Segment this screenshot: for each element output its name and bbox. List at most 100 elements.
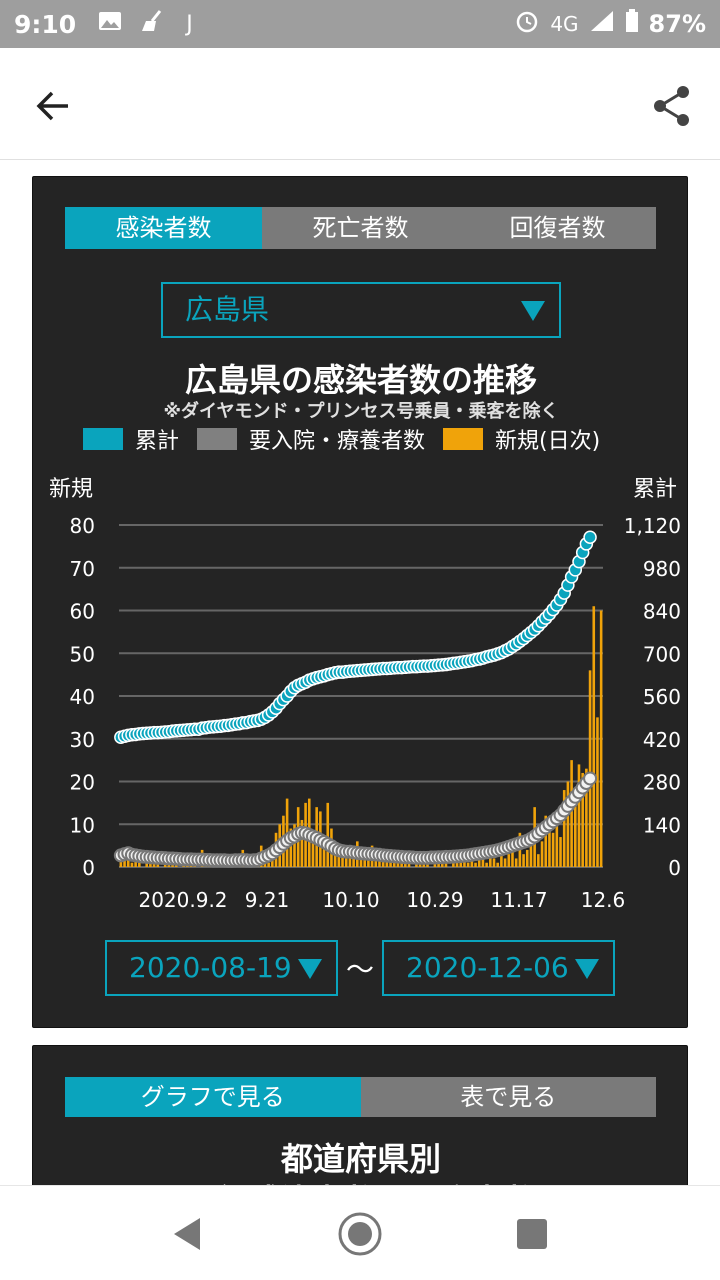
left-tick-label: 30 bbox=[70, 728, 95, 752]
chart-subtitle: ※ダイヤモンド・プリンセス号乗員・乗客を除く bbox=[163, 401, 559, 422]
daily-bar bbox=[581, 772, 584, 867]
dropdown-triangle-icon bbox=[521, 301, 545, 321]
daily-bar bbox=[540, 841, 544, 867]
share-icon[interactable] bbox=[650, 84, 694, 128]
daily-bar bbox=[570, 760, 573, 867]
left-tick-label: 20 bbox=[70, 771, 95, 795]
left-axis-title: 新規 bbox=[49, 477, 94, 502]
tab-deaths[interactable]: 死亡者数 bbox=[262, 207, 459, 249]
daily-bar bbox=[459, 862, 463, 867]
daily-bar bbox=[573, 798, 577, 867]
daily-bar bbox=[529, 837, 533, 867]
x-tick-label: 10.29 bbox=[406, 888, 463, 912]
daily-bar bbox=[326, 802, 330, 867]
left-tick-label: 50 bbox=[70, 642, 95, 666]
date-range: 2020-08-19 〜 2020-12-06 bbox=[105, 940, 615, 996]
cumulative-point bbox=[583, 530, 597, 544]
left-tick-label: 0 bbox=[82, 856, 95, 880]
daily-bar bbox=[577, 764, 581, 867]
legend-swatch-cumulative bbox=[83, 428, 123, 450]
daily-bar bbox=[337, 854, 341, 867]
left-tick-label: 70 bbox=[70, 557, 95, 581]
legend-label-cumulative: 累計 bbox=[135, 429, 180, 454]
battery-icon bbox=[625, 9, 639, 39]
left-tick-label: 80 bbox=[70, 514, 95, 538]
daily-bar bbox=[367, 858, 370, 867]
battery-level: 87% bbox=[648, 10, 706, 38]
daily-bar bbox=[507, 854, 511, 867]
tab-graph-view[interactable]: グラフで見る bbox=[65, 1077, 361, 1117]
daily-bar bbox=[544, 815, 548, 867]
legend-item-daily: 新規(日次) bbox=[443, 423, 600, 455]
daily-bar bbox=[322, 841, 326, 867]
daily-bar bbox=[333, 845, 337, 867]
start-date-select[interactable]: 2020-08-19 bbox=[105, 940, 338, 996]
daily-bar bbox=[415, 862, 418, 867]
start-date-value: 2020-08-19 bbox=[129, 951, 292, 984]
left-tick-label: 60 bbox=[70, 600, 95, 624]
daily-bar bbox=[138, 862, 141, 867]
daily-bar bbox=[152, 862, 156, 867]
daily-bar bbox=[474, 862, 477, 867]
daily-bar bbox=[289, 828, 293, 867]
dropdown-triangle-icon bbox=[298, 959, 322, 979]
daily-bar bbox=[592, 606, 596, 867]
right-axis-title: 累計 bbox=[633, 477, 678, 502]
hospitalized-point bbox=[583, 771, 598, 786]
left-tick-label: 40 bbox=[70, 685, 95, 709]
daily-bar bbox=[466, 862, 470, 867]
tab-recoveries[interactable]: 回復者数 bbox=[459, 207, 656, 249]
daily-bar bbox=[559, 837, 562, 867]
daily-bar bbox=[511, 845, 514, 867]
nav-recents-icon[interactable] bbox=[508, 1210, 556, 1258]
daily-bar bbox=[596, 717, 599, 867]
legend-swatch-daily bbox=[443, 428, 484, 450]
daily-bar bbox=[503, 858, 507, 867]
back-arrow-icon[interactable] bbox=[32, 84, 76, 128]
daily-bar bbox=[300, 819, 304, 867]
chart-title: 広島県の感染者数の推移 bbox=[184, 361, 537, 399]
daily-bar bbox=[130, 862, 134, 867]
legend-item-hospitalized: 要入院・療養者数 bbox=[197, 423, 425, 455]
daily-bar bbox=[396, 862, 400, 867]
left-tick-label: 10 bbox=[70, 813, 95, 837]
app-bar bbox=[0, 48, 720, 160]
prefecture-select[interactable]: 広島県 bbox=[161, 282, 561, 338]
end-date-select[interactable]: 2020-12-06 bbox=[382, 940, 615, 996]
daily-bar bbox=[551, 832, 555, 867]
card2-title: 都道府県別 bbox=[280, 1140, 441, 1178]
signal-icon bbox=[589, 9, 615, 39]
daily-bar bbox=[363, 854, 366, 867]
broom-icon bbox=[140, 9, 168, 39]
right-tick-label: 140 bbox=[643, 813, 681, 837]
daily-bar bbox=[455, 862, 459, 867]
daily-bar bbox=[485, 862, 488, 867]
x-tick-label: 12.6 bbox=[581, 888, 626, 912]
daily-bar bbox=[433, 862, 437, 867]
legend-label-daily: 新規(日次) bbox=[495, 429, 601, 454]
carrier-letter: J bbox=[186, 11, 193, 37]
daily-bar bbox=[555, 811, 559, 867]
daily-bar bbox=[463, 858, 466, 867]
x-tick-label: 10.10 bbox=[322, 888, 379, 912]
infection-chart: 0 0 10 140 20 280 30 420 40 560 50 700 60 840 70 980 80 1… bbox=[70, 514, 681, 912]
daily-bar bbox=[537, 854, 540, 867]
navigation-bar bbox=[0, 1185, 720, 1280]
daily-bar bbox=[392, 862, 396, 867]
daily-bar bbox=[489, 854, 492, 867]
nav-home-icon[interactable] bbox=[336, 1210, 384, 1258]
right-tick-label: 420 bbox=[643, 728, 681, 752]
tab-infections[interactable]: 感染者数 bbox=[65, 207, 262, 249]
nav-back-icon[interactable] bbox=[164, 1210, 212, 1258]
daily-bar bbox=[422, 862, 426, 867]
daily-bar bbox=[548, 824, 551, 867]
right-tick-label: 560 bbox=[643, 685, 681, 709]
daily-bar bbox=[293, 824, 296, 867]
daily-bar bbox=[566, 781, 570, 867]
daily-bar bbox=[404, 862, 407, 867]
right-tick-label: 1,120 bbox=[624, 514, 681, 538]
daily-bar bbox=[599, 610, 603, 867]
tab-table-view[interactable]: 表で見る bbox=[360, 1077, 656, 1117]
alarm-icon bbox=[514, 8, 540, 40]
daily-bar bbox=[522, 854, 525, 867]
